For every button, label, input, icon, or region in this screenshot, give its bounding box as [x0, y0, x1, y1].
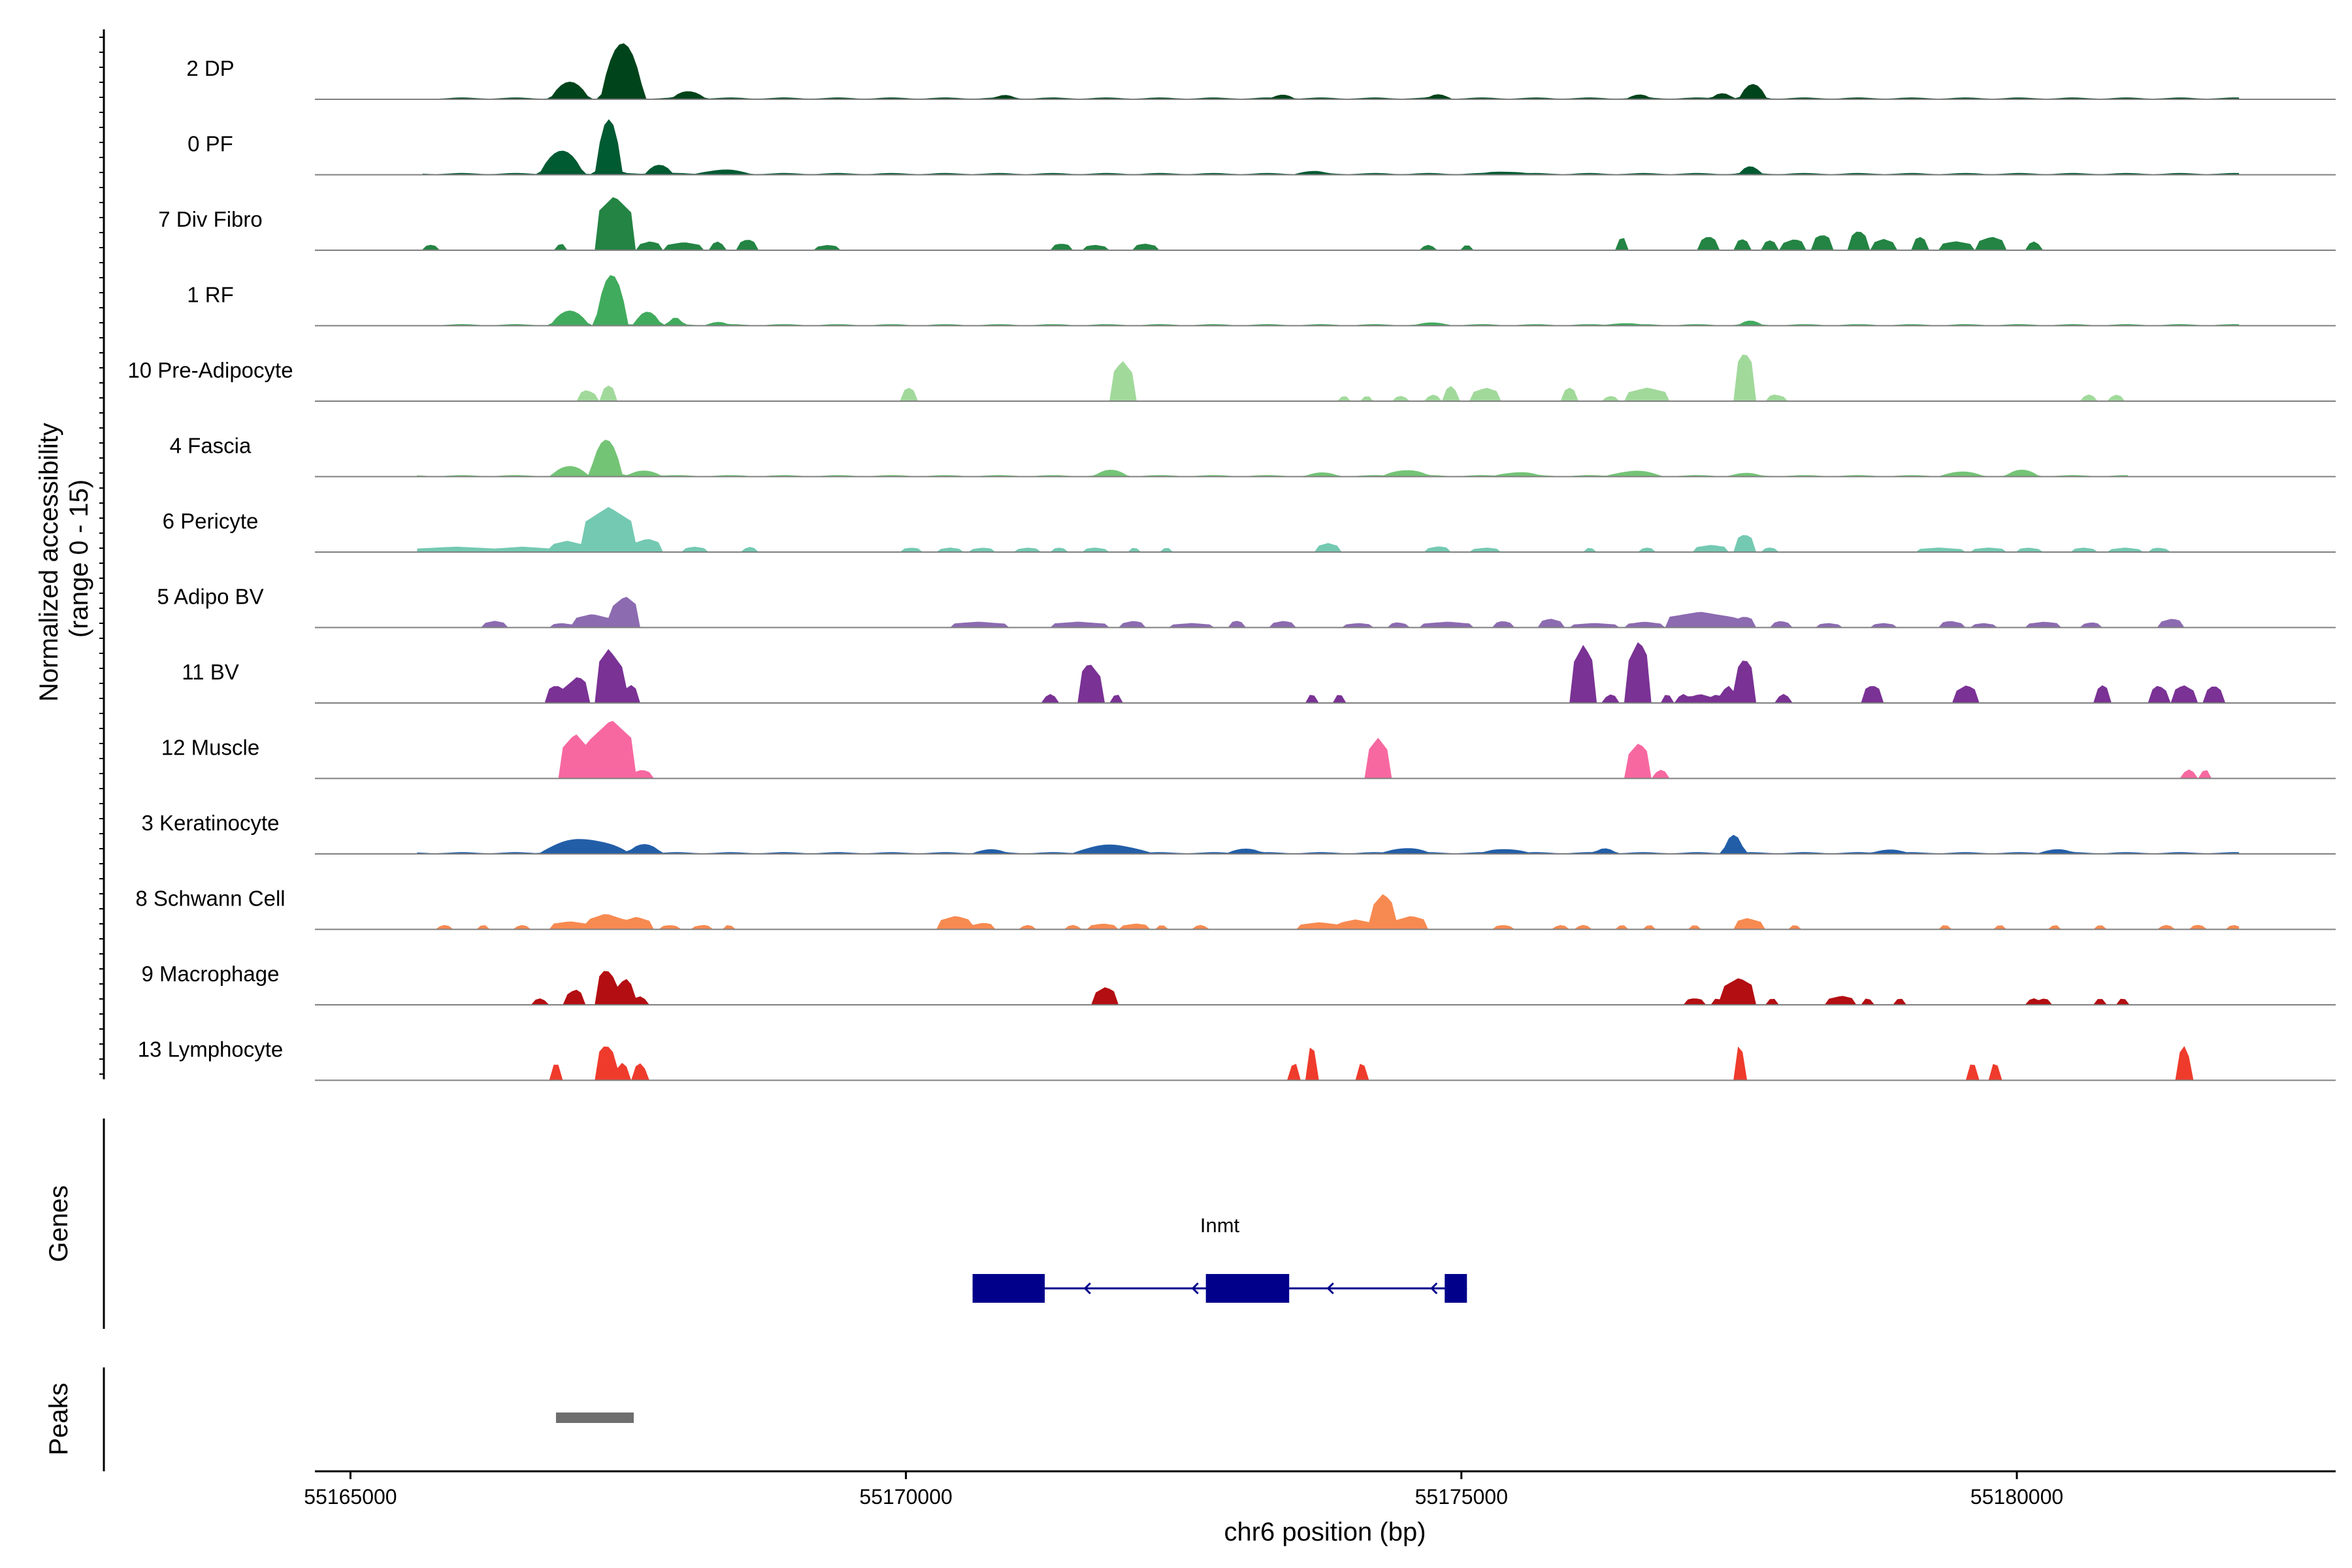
track-1-rf: 1 RF [187, 275, 2336, 327]
track-label: 7 Div Fibro [158, 207, 263, 231]
track-10-pre-adipocyte: 10 Pre-Adipocyte [127, 354, 2336, 402]
peaks-track-label: Peaks [44, 1382, 73, 1455]
track-signal [417, 642, 2240, 703]
track-6-pericyte: 6 Pericyte [163, 507, 2336, 553]
x-axis-title: chr6 position (bp) [1224, 1518, 1426, 1546]
track-signal [439, 43, 2240, 99]
track-label: 6 Pericyte [163, 509, 259, 533]
gene-strand-arrow [1083, 1282, 1091, 1295]
track-signal [417, 197, 2240, 250]
track-signal [417, 440, 2129, 477]
track-signal [439, 275, 2240, 326]
track-2-dp: 2 DP [186, 43, 2336, 100]
y-axis-ruler [99, 29, 105, 1079]
track-label: 1 RF [187, 283, 234, 307]
track-signal [417, 507, 2240, 552]
gene-name-label: Inmt [1200, 1214, 1240, 1237]
y-axis-title: Normalized accessibility (range 0 - 15) [35, 416, 93, 702]
track-9-macrophage: 9 Macrophage [142, 962, 2336, 1005]
track-0-pf: 0 PF [188, 119, 2336, 176]
x-axis: 55165000 55170000 55175000 55180000 chr6 po… [304, 1470, 2336, 1546]
gene-strand-arrow [1430, 1282, 1438, 1295]
track-label: 0 PF [188, 132, 233, 156]
peak-region-bars [555, 1413, 634, 1423]
genes-track-label: Genes [44, 1185, 73, 1262]
track-signal [417, 721, 2240, 779]
track-signal [417, 596, 2240, 628]
track-signal [417, 354, 2240, 401]
y-axis-title-line-1: Normalized accessibility [35, 423, 63, 702]
track-label: 2 DP [186, 56, 234, 80]
track-label: 3 Keratinocyte [142, 811, 280, 835]
track-12-muscle: 12 Muscle [161, 721, 2336, 779]
track-3-keratinocyte: 3 Keratinocyte [142, 811, 2336, 855]
track-8-schwann-cell: 8 Schwann Cell [135, 887, 2336, 930]
coverage-tracks: 2 DP 0 PF 7 Div Fibro 1 RF 10 Pre-Adipocyte 4… [127, 43, 2336, 1081]
track-label: 8 Schwann Cell [135, 887, 285, 911]
track-13-lymphocyte: 13 Lymphocyte [138, 1037, 2336, 1081]
track-7-div-fibro: 7 Div Fibro [158, 197, 2336, 251]
y-axis-minor-ticks [99, 37, 104, 1075]
track-label: 12 Muscle [161, 736, 259, 760]
track-signal [417, 971, 2240, 1005]
track-signal [417, 894, 2240, 930]
peak-region-bar [555, 1413, 634, 1423]
track-11-bv: 11 BV [182, 642, 2336, 704]
track-label: 5 Adipo BV [157, 585, 263, 609]
x-axis-ticks: 55165000 55170000 55175000 55180000 [304, 1471, 2063, 1509]
x-tick-label: 55175000 [1415, 1485, 1508, 1509]
y-axis-title-line-2: (range 0 - 15) [65, 480, 93, 638]
gene-strand-arrow [1326, 1282, 1334, 1295]
gene-exon [1205, 1274, 1290, 1303]
gene-model-inmt [972, 1274, 1467, 1303]
gene-exon [1445, 1274, 1467, 1303]
genes-track: Genes Inmt [44, 1119, 1467, 1329]
x-tick-label: 55165000 [304, 1485, 397, 1509]
gene-strand-arrow [1191, 1282, 1199, 1295]
track-label: 9 Macrophage [142, 962, 280, 986]
track-signal [422, 119, 2240, 175]
track-label: 4 Fascia [170, 434, 252, 458]
track-5-adipo-bv: 5 Adipo BV [157, 585, 2336, 629]
gene-exon [972, 1274, 1045, 1303]
track-signal [417, 1046, 2240, 1081]
peaks-track: Peaks [44, 1367, 634, 1471]
x-tick-label: 55170000 [859, 1485, 952, 1509]
track-signal [417, 834, 2240, 854]
track-label: 10 Pre-Adipocyte [127, 358, 293, 382]
x-tick-label: 55180000 [1970, 1485, 2063, 1509]
track-4-fascia: 4 Fascia [170, 434, 2336, 478]
track-label: 11 BV [182, 660, 238, 684]
track-label: 13 Lymphocyte [138, 1037, 284, 1062]
